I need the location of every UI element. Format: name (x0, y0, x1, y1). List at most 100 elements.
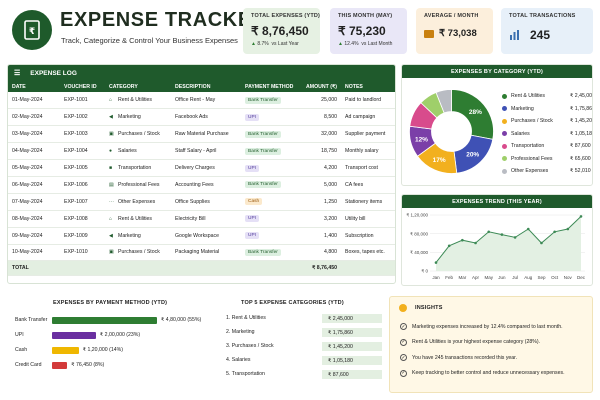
cell-voucher: EXP-1004 (60, 142, 105, 161)
payment-method-badge: Bank Transfer (245, 181, 281, 189)
cell-payment-method: UPI (241, 159, 299, 177)
kpi-change-note: vs Last Month (361, 41, 393, 47)
cell-category: ● Salaries (105, 142, 171, 161)
expense-log-panel: ☰ EXPENSE LOG DATE VOUCHER ID CATEGORY D… (7, 64, 396, 284)
legend-label: Transportation (511, 143, 545, 149)
table-row[interactable]: 03-May-2024 EXP-1003 ▣ Purchases / Stock Raw… (8, 125, 395, 144)
cell-description: Facebook Ads (171, 108, 241, 127)
column-header-description[interactable]: DESCRIPTION (171, 81, 241, 92)
insight-item: ✓ Keep tracking to better control and red… (400, 369, 565, 377)
kpi-label: THIS MONTH (MAY) (338, 13, 393, 19)
y-tick-label: ₹ 0 (421, 269, 428, 274)
table-row[interactable]: 09-May-2024 EXP-1009 ◀ Marketing Google Work… (8, 227, 395, 245)
table-row[interactable]: 05-May-2024 EXP-1005 ■ Transportation Delive… (8, 159, 395, 177)
table-row[interactable]: 10-May-2024 EXP-1010 ▣ Purchases / Stock Pac… (8, 244, 395, 262)
legend-value: ₹ 52,010 (570, 168, 591, 174)
briefcase-icon: ▤ (109, 181, 114, 188)
category-text: Purchases / Stock (118, 131, 160, 138)
y-tick-label: ₹ 80,000 (410, 231, 428, 236)
table-row[interactable]: 07-May-2024 EXP-1007 ⋯ Other Expenses Office… (8, 193, 395, 211)
top5-value: ₹ 2,45,000 (322, 314, 382, 323)
kpi-value: ₹ 73,038 (439, 28, 477, 39)
check-circle-icon: ✓ (400, 369, 407, 377)
legend-item: Professional Fees ₹ 65,600 (502, 156, 591, 162)
cell-description: Google Workspace (171, 227, 241, 245)
top5-value: ₹ 1,75,860 (322, 328, 382, 337)
table-row[interactable]: 08-May-2024 EXP-1008 ⌂ Rent & Utilities Elec… (8, 210, 395, 228)
insight-text: Marketing expenses increased by 12.4% co… (412, 323, 563, 330)
top5-rank: 3. (226, 343, 231, 349)
legend-value: ₹ 1,05,180 (570, 130, 593, 137)
cell-voucher: EXP-1001 (60, 92, 105, 110)
trend-point (474, 241, 477, 245)
column-header-payment-method[interactable]: PAYMENT METHOD (241, 81, 299, 92)
home-icon: ⌂ (109, 97, 113, 104)
x-tick-label: Feb (445, 275, 453, 280)
insights-panel: INSIGHTS ✓ Marketing expenses increased b… (389, 296, 593, 393)
cell-description: Electricity Bill (171, 210, 241, 228)
column-header-voucher[interactable]: VOUCHER ID (60, 81, 105, 92)
table-header-row: DATE VOUCHER ID CATEGORY DESCRIPTION PAY… (8, 81, 395, 92)
column-header-category[interactable]: CATEGORY (105, 81, 171, 92)
table-row[interactable]: 06-May-2024 EXP-1006 ▤ Professional Fees Acc… (8, 176, 395, 194)
category-legend: Rent & Utilities ₹ 2,45,000 Marketing ₹ 1,7… (502, 93, 592, 183)
kpi-change: ▲ 12.4% vs Last Month (338, 41, 399, 47)
trend-line-chart: ₹ 0 ₹ 40,000 ₹ 80,000 ₹ 1,20,000 Jan Feb Mar Ap… (406, 213, 585, 280)
cell-amount: 1,250 (299, 193, 341, 211)
top5-item: 3. Purchases / Stock (226, 343, 274, 349)
check-circle-icon: ✓ (400, 323, 407, 330)
payment-method-title: EXPENSES BY PAYMENT METHOD (YTD) (53, 300, 168, 306)
cell-notes: Supplier payment (341, 125, 395, 144)
expense-log-title: EXPENSE LOG (30, 69, 77, 77)
cell-notes: Boxes, tapes etc. (341, 244, 395, 262)
cell-date: 03-May-2024 (8, 125, 60, 144)
cell-notes: Ad campaign (341, 108, 395, 127)
category-text: Other Expenses (118, 198, 156, 205)
cell-payment-method: UPI (241, 227, 299, 245)
cell-amount: 8,500 (299, 108, 341, 127)
category-chart-panel: EXPENSES BY CATEGORY (YTD) 28% 20% 17% 12% … (401, 64, 593, 186)
table-row[interactable]: 02-May-2024 EXP-1002 ◀ Marketing Facebook Ad… (8, 108, 395, 127)
wallet-icon (424, 29, 434, 38)
kpi-value: ₹ 75,230 (338, 24, 386, 38)
bar-chart-icon (510, 30, 519, 40)
cell-category: ⋯ Other Expenses (105, 193, 171, 211)
top5-item: 5. Transportation (226, 371, 265, 377)
trend-area (436, 216, 581, 271)
category-donut-chart: 28% 20% 17% 12% (409, 89, 494, 174)
legend-item: Salaries ₹ 1,05,180 (502, 131, 592, 137)
column-header-date[interactable]: DATE (8, 81, 60, 92)
payment-method-value: ₹ 1,20,000 (14%) (82, 347, 123, 353)
kpi-change: ▲ 8.7% vs Last Year (251, 41, 312, 47)
table-row[interactable]: 01-May-2024 EXP-1001 ⌂ Rent & Utilities Offi… (8, 92, 395, 110)
payment-method-label: Cash (15, 347, 28, 353)
trend-point (540, 241, 543, 245)
cell-date: 09-May-2024 (8, 227, 60, 245)
payment-method-bar (52, 346, 79, 354)
column-header-amount[interactable]: AMOUNT (₹) (299, 81, 341, 92)
table-row[interactable]: 04-May-2024 EXP-1004 ● Salaries Staff Salary… (8, 142, 395, 161)
top5-rank: 4. (226, 357, 231, 363)
total-label: TOTAL (8, 260, 60, 277)
category-text: Rent & Utilities (118, 215, 153, 222)
cell-payment-method: UPI (241, 210, 299, 228)
people-icon: ● (109, 148, 113, 155)
x-tick-label: May (484, 275, 493, 280)
arrow-up-icon: ▲ (338, 41, 343, 47)
payment-method-panel: EXPENSES BY PAYMENT METHOD (YTD) Bank Tr… (7, 294, 212, 394)
kpi-value-row: ₹ 73,038 (424, 28, 485, 39)
top5-item: 4. Salaries (226, 357, 251, 363)
cell-voucher: EXP-1008 (60, 210, 105, 228)
cell-notes: Paid to landlord (341, 92, 395, 110)
check-circle-icon: ✓ (400, 354, 407, 361)
y-tick-label: ₹ 1,20,000 (406, 213, 428, 218)
x-tick-label: Jun (498, 275, 506, 280)
payment-method-badge: UPI (245, 164, 259, 172)
cell-amount: 32,000 (299, 125, 341, 144)
cell-description: Office Rent - May (171, 92, 241, 110)
column-header-notes[interactable]: NOTES (341, 81, 395, 92)
trend-point (487, 230, 491, 234)
cell-category: ▣ Purchases / Stock (105, 125, 171, 144)
kpi-average-month: AVERAGE / MONTH ₹ 73,038 (416, 8, 493, 54)
page-subtitle: Track, Categorize & Control Your Busines… (61, 36, 238, 45)
